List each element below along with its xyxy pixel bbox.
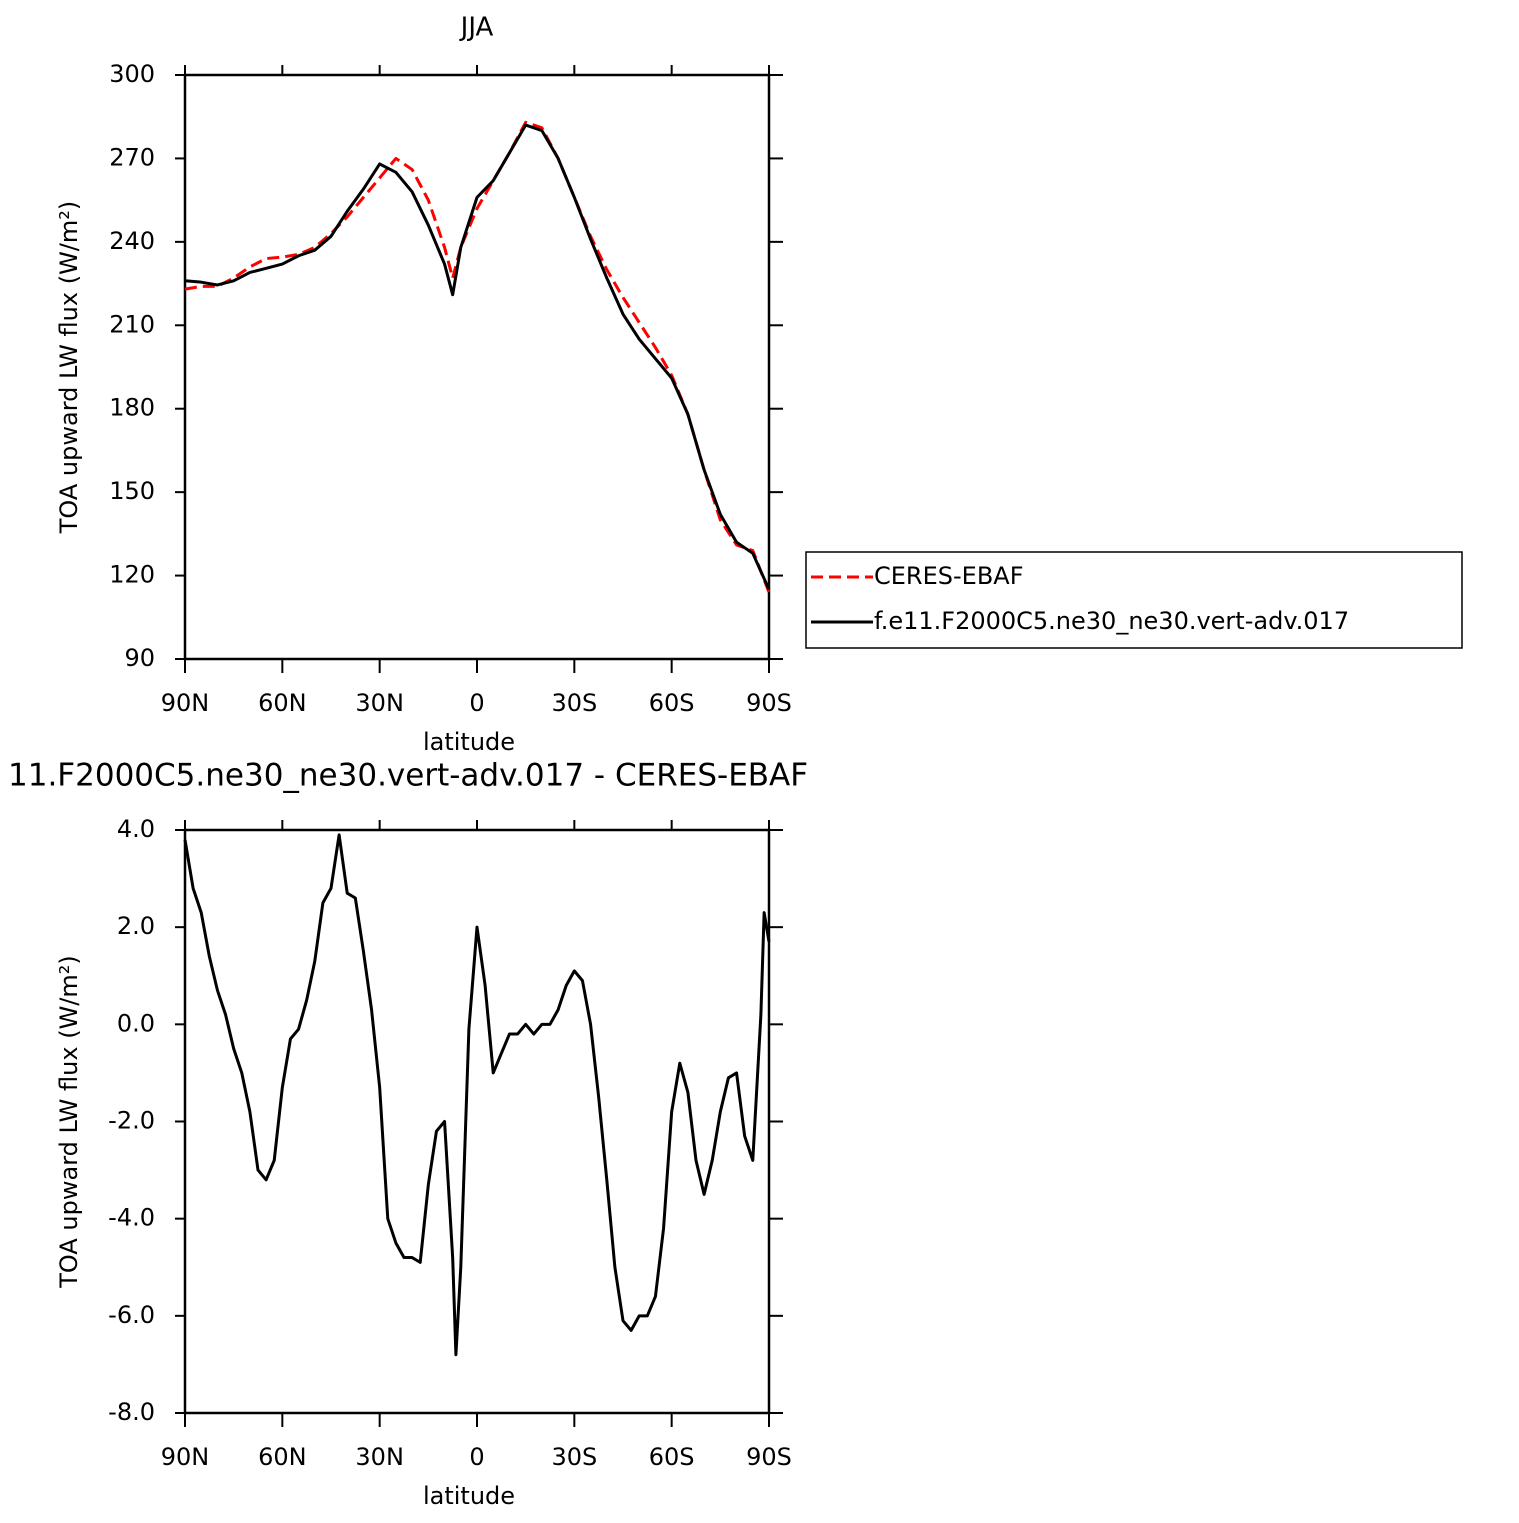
y-tick-label: 210	[109, 310, 155, 338]
y-axis-label: TOA upward LW flux (W/m²)	[55, 201, 83, 535]
x-tick-label: 60S	[649, 1443, 695, 1471]
x-tick-label: 60S	[649, 689, 695, 717]
plot-frame	[183, 828, 771, 1415]
legend-box	[805, 551, 1463, 649]
y-tick-label: -6.0	[108, 1301, 155, 1329]
legend-label: f.e11.F2000C5.ne30_ne30.vert-adv.017	[874, 607, 1349, 635]
y-tick-label: 120	[109, 561, 155, 589]
y-tick-label: -8.0	[108, 1398, 155, 1426]
x-axis-label: latitude	[423, 728, 515, 756]
chart-title: JJA	[459, 13, 494, 43]
y-tick-label: 270	[109, 143, 155, 171]
x-axis-label: latitude	[423, 1482, 515, 1510]
y-tick-label: -4.0	[108, 1204, 155, 1232]
y-tick-label: 180	[109, 394, 155, 422]
x-tick-label: 90S	[746, 689, 792, 717]
plot-frame	[183, 73, 771, 661]
data-line	[183, 833, 771, 1357]
y-tick-label: 0.0	[117, 1009, 155, 1037]
data-line	[184, 120, 771, 593]
y-tick-label: 300	[109, 60, 155, 88]
x-tick-label: 0	[469, 1443, 484, 1471]
x-tick-label: 0	[469, 689, 484, 717]
x-tick-label: 30N	[355, 1443, 404, 1471]
x-tick-label: 30N	[355, 689, 404, 717]
x-tick-label: 60N	[258, 1443, 307, 1471]
x-tick-label: 30S	[551, 689, 597, 717]
chart-title: 11.F2000C5.ne30_ne30.vert-adv.017 - CERE…	[8, 758, 808, 794]
y-tick-label: 90	[124, 644, 155, 672]
y-axis-label: TOA upward LW flux (W/m²)	[55, 955, 83, 1289]
x-tick-label: 90N	[161, 689, 210, 717]
y-tick-label: 150	[109, 477, 155, 505]
x-tick-label: 60N	[258, 689, 307, 717]
legend-label: CERES-EBAF	[874, 562, 1024, 590]
y-tick-label: 240	[109, 227, 155, 255]
y-tick-label: -2.0	[108, 1107, 155, 1135]
y-tick-label: 2.0	[117, 912, 155, 940]
y-tick-label: 4.0	[117, 815, 155, 843]
data-line	[184, 123, 771, 591]
x-tick-label: 90S	[746, 1443, 792, 1471]
x-tick-label: 30S	[551, 1443, 597, 1471]
x-tick-label: 90N	[161, 1443, 210, 1471]
